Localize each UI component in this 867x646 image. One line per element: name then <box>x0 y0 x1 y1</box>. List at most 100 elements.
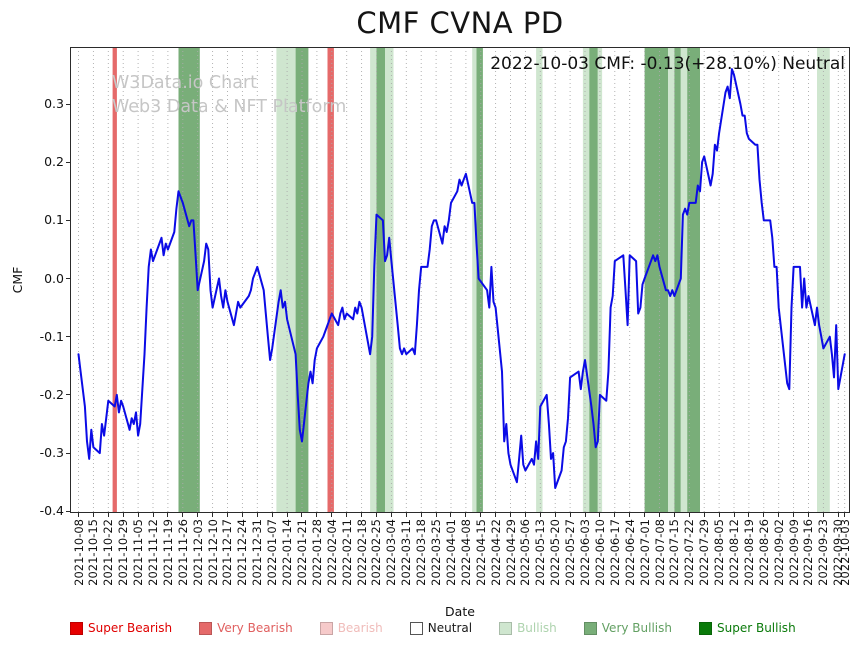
x-tick-mark <box>659 513 661 517</box>
x-tick-mark <box>420 513 422 517</box>
x-tick-label: 2022-09-02 <box>771 519 786 586</box>
x-tick-label: 2022-06-10 <box>592 519 607 586</box>
x-tick-label: 2022-01-28 <box>309 519 324 586</box>
legend-label-super-bearish: Super Bearish <box>88 621 173 635</box>
x-tick-label: 2021-12-31 <box>250 519 265 586</box>
x-tick-mark <box>256 513 258 517</box>
x-tick-label: 2022-08-26 <box>756 519 771 586</box>
signal-band-bullish <box>668 47 675 513</box>
legend-item-bearish: Bearish <box>319 621 383 635</box>
legend-label-very-bullish: Very Bullish <box>601 621 672 635</box>
watermark-line1: W3Data.io Chart <box>112 73 258 93</box>
y-tick-mark <box>66 219 70 221</box>
y-tick-label: 0.0 <box>44 270 64 286</box>
x-tick-mark <box>718 513 720 517</box>
x-tick-mark <box>152 513 154 517</box>
signal-band-bullish <box>385 47 394 513</box>
legend-swatch-bullish <box>499 621 513 635</box>
legend-label-super-bullish: Super Bullish <box>717 621 796 635</box>
x-tick-mark <box>301 513 303 517</box>
watermark: W3Data.io Chart Web3 Data & NFT Platform <box>112 71 346 119</box>
x-tick-mark <box>346 513 348 517</box>
y-tick-mark <box>66 394 70 396</box>
x-tick-mark <box>614 513 616 517</box>
x-tick-label: 2022-04-01 <box>443 519 458 586</box>
x-tick-label: 2021-11-26 <box>175 519 190 586</box>
x-tick-mark <box>733 513 735 517</box>
signal-band-very-bullish <box>589 47 598 513</box>
x-tick-mark <box>673 513 675 517</box>
y-tick-label: 0.3 <box>44 96 64 111</box>
x-tick-label: 2022-04-22 <box>488 519 503 586</box>
x-tick-mark <box>450 513 452 517</box>
x-tick-mark <box>644 513 646 517</box>
x-tick-label: 2022-07-29 <box>697 519 712 586</box>
x-tick-mark <box>271 513 273 517</box>
y-tick-label: 0.1 <box>44 212 64 228</box>
x-tick-mark <box>167 513 169 517</box>
x-tick-label: 2022-09-23 <box>816 519 831 586</box>
x-tick-label: 2022-08-19 <box>741 519 756 586</box>
x-tick-label: 2022-03-25 <box>429 519 444 586</box>
x-tick-mark <box>405 513 407 517</box>
plot-canvas <box>70 47 850 513</box>
legend-item-super-bearish: Super Bearish <box>70 621 172 635</box>
x-tick-mark <box>629 513 631 517</box>
x-tick-label: 2021-12-10 <box>205 519 220 586</box>
x-tick-mark <box>107 513 109 517</box>
x-tick-mark <box>375 513 377 517</box>
x-axis-label: Date <box>445 604 475 619</box>
x-tick-label: 2022-09-09 <box>786 519 801 586</box>
x-tick-label: 2022-05-06 <box>518 519 533 586</box>
x-tick-label: 2021-12-24 <box>235 519 250 586</box>
x-tick-mark <box>793 513 795 517</box>
x-tick-mark <box>539 513 541 517</box>
x-tick-label: 2022-04-08 <box>458 519 473 586</box>
y-tick-label: -0.3 <box>39 445 64 461</box>
x-tick-mark <box>286 513 288 517</box>
x-tick-label: 2021-11-12 <box>146 519 160 586</box>
signal-band-very-bearish <box>327 47 334 513</box>
legend-item-bullish: Bullish <box>499 621 557 635</box>
x-tick-label: 2022-03-04 <box>384 519 399 586</box>
x-tick-label: 2022-07-22 <box>682 519 697 586</box>
x-tick-label: 2022-07-15 <box>667 519 682 586</box>
x-tick-label: 2022-08-05 <box>712 519 727 586</box>
x-tick-mark <box>807 513 809 517</box>
plot-frame <box>70 47 850 513</box>
x-tick-label: 2022-02-11 <box>339 519 354 586</box>
y-tick-label: -0.4 <box>39 503 64 519</box>
x-tick-mark <box>78 513 79 517</box>
x-tick-mark <box>182 513 184 517</box>
x-tick-mark <box>197 513 199 517</box>
signal-band-very-bullish <box>178 47 200 513</box>
y-tick-mark <box>66 336 70 338</box>
legend-item-very-bearish: Very Bearish <box>199 621 293 635</box>
x-tick-label: 2022-09-16 <box>801 519 816 586</box>
x-tick-mark <box>554 513 556 517</box>
x-tick-label: 2022-01-14 <box>280 519 295 586</box>
x-tick-label: 2021-12-17 <box>220 519 235 586</box>
plot-area <box>70 47 850 513</box>
x-tick-label: 2021-11-05 <box>131 519 146 586</box>
chart-title: CMF CVNA PD <box>356 6 564 40</box>
y-tick-label: 0.2 <box>44 154 64 170</box>
signal-band-very-bullish <box>644 47 668 513</box>
y-tick-mark <box>66 452 70 454</box>
x-tick-mark <box>465 513 467 517</box>
x-tick-label: 2022-10-03 <box>837 519 852 586</box>
x-tick-mark <box>137 513 139 517</box>
legend-label-neutral: Neutral <box>427 621 473 635</box>
legend-swatch-super-bullish <box>699 621 712 635</box>
x-tick-label: 2022-04-29 <box>503 519 518 586</box>
signal-band-bullish <box>276 47 296 513</box>
x-tick-label: 2021-10-22 <box>101 519 116 586</box>
x-tick-mark <box>212 513 214 517</box>
x-tick-mark <box>822 513 824 517</box>
signal-band-bullish <box>536 47 543 513</box>
x-tick-label: 2021-10-15 <box>86 519 101 586</box>
x-tick-mark <box>92 513 94 517</box>
x-tick-label: 2022-07-08 <box>652 519 667 586</box>
legend-label-very-bearish: Very Bearish <box>217 621 293 635</box>
x-tick-label: 2022-02-18 <box>354 519 369 586</box>
